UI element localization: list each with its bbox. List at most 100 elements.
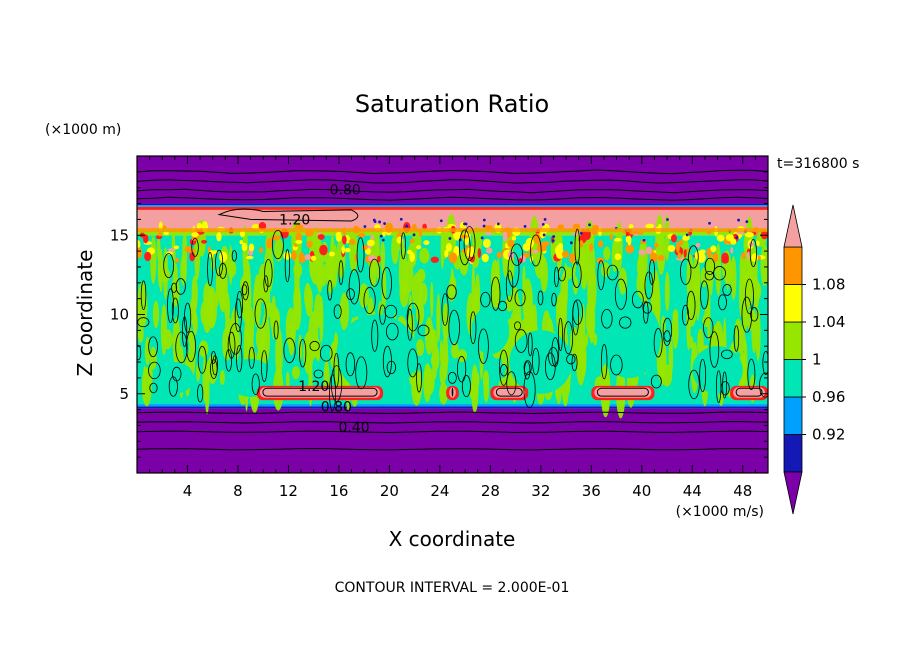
contour-line xyxy=(566,354,576,365)
heatmap-cell xyxy=(570,326,578,357)
heatmap-cell xyxy=(216,232,222,242)
contour-line xyxy=(217,208,359,222)
heatmap-cell xyxy=(741,251,746,260)
heatmap-cell xyxy=(588,243,594,252)
contour-line xyxy=(709,331,720,368)
contour-line xyxy=(197,384,204,403)
contour-line xyxy=(537,290,544,306)
y-axis-title: Z coordinate xyxy=(73,250,97,377)
heatmap-cell xyxy=(572,232,581,236)
heatmap-band xyxy=(137,203,768,206)
contour-line xyxy=(407,348,418,378)
contour-line xyxy=(371,319,379,352)
contour-line xyxy=(234,298,242,333)
heatmap-cell xyxy=(502,230,508,242)
heatmap-cell xyxy=(171,227,176,261)
heatmap-cell xyxy=(584,333,589,347)
contour-line xyxy=(679,258,692,285)
heatmap-cell xyxy=(507,239,515,248)
contour-line xyxy=(713,266,726,281)
x-tick-label: 48 xyxy=(733,482,752,500)
x-tick-label: 4 xyxy=(183,482,193,500)
heatmap-cell xyxy=(451,342,459,359)
heatmap-cell xyxy=(381,238,385,242)
heatmap-cell xyxy=(283,251,292,260)
heatmap-cell xyxy=(172,317,181,368)
contour-line xyxy=(167,288,174,323)
colorbar-segment xyxy=(783,321,803,360)
contour-line xyxy=(461,375,471,398)
contour-line xyxy=(137,188,768,194)
contour-line xyxy=(619,316,632,329)
heatmap-cell xyxy=(448,252,458,264)
contour-line xyxy=(241,284,248,296)
contour-line xyxy=(600,344,608,380)
contour-line xyxy=(400,232,406,260)
heatmap-cell xyxy=(423,240,430,246)
heatmap-cell xyxy=(412,233,416,237)
heatmap-cell xyxy=(328,251,335,257)
colorbar-tick-label: 1 xyxy=(812,351,822,369)
contour-line xyxy=(514,321,522,331)
heatmap-cell xyxy=(572,276,579,295)
heatmap-cell xyxy=(173,263,178,286)
heatmap-cell xyxy=(310,255,317,261)
heatmap-cell xyxy=(285,307,297,349)
contour-line xyxy=(319,344,333,362)
heatmap-band xyxy=(137,404,768,407)
contour-label: 1.20 xyxy=(279,212,310,228)
colorbar-segment xyxy=(783,284,803,323)
heatmap-cell xyxy=(142,234,149,244)
heatmap-cell xyxy=(678,239,684,246)
heatmap-cell xyxy=(298,334,303,362)
contour-line xyxy=(369,258,381,287)
colorbar: 0.92 0.96 1 1.04 1.08 xyxy=(783,204,845,515)
contour-line xyxy=(571,261,582,288)
heatmap-cell xyxy=(523,297,533,338)
heatmap-cell xyxy=(482,224,486,228)
heatmap-cell xyxy=(730,256,737,301)
heatmap-cell xyxy=(551,239,555,243)
heatmap-cell xyxy=(743,339,748,375)
heatmap-cell xyxy=(293,283,301,317)
heatmap-cell xyxy=(274,237,284,262)
contour-line xyxy=(606,264,619,281)
heatmap-cell xyxy=(671,312,679,349)
heatmap-cell xyxy=(496,222,500,226)
heatmap-cell xyxy=(439,339,444,366)
heatmap-cell xyxy=(474,273,481,324)
heatmap-cell xyxy=(597,240,604,248)
contour-line xyxy=(385,322,399,341)
contour-line xyxy=(254,298,267,329)
contour-line xyxy=(406,302,420,332)
heatmap-cell xyxy=(522,243,531,252)
contour-line xyxy=(137,179,768,184)
heatmap-cell xyxy=(149,346,157,370)
heatmap-cell xyxy=(627,235,632,246)
heatmap-cell xyxy=(588,296,596,344)
heatmap-cell xyxy=(322,263,327,278)
heatmap-cell xyxy=(692,254,701,299)
contour-line xyxy=(523,360,532,376)
contour-line xyxy=(191,237,199,257)
heatmap-cell xyxy=(543,217,547,221)
contour-line xyxy=(495,387,523,397)
heatmap-cell xyxy=(475,372,480,388)
contour-line xyxy=(262,387,378,397)
contour-line xyxy=(273,320,279,340)
heatmap-cell xyxy=(405,224,409,228)
x-unit-label: (×1000 m/s) xyxy=(676,504,764,520)
contour-interval-label: CONTOUR INTERVAL = 2.000E-01 xyxy=(335,580,570,596)
contour-line xyxy=(236,290,243,319)
contour-line xyxy=(597,260,605,291)
heatmap-cell xyxy=(431,329,438,380)
heatmap-cell xyxy=(339,292,349,331)
y-unit-label: (×1000 m) xyxy=(45,122,121,138)
heatmap-cell xyxy=(409,238,415,244)
heatmap-cell xyxy=(333,244,338,288)
contour-line xyxy=(441,293,449,326)
contour-line xyxy=(572,299,583,326)
contour-line xyxy=(333,304,342,319)
contour-line xyxy=(236,345,243,373)
